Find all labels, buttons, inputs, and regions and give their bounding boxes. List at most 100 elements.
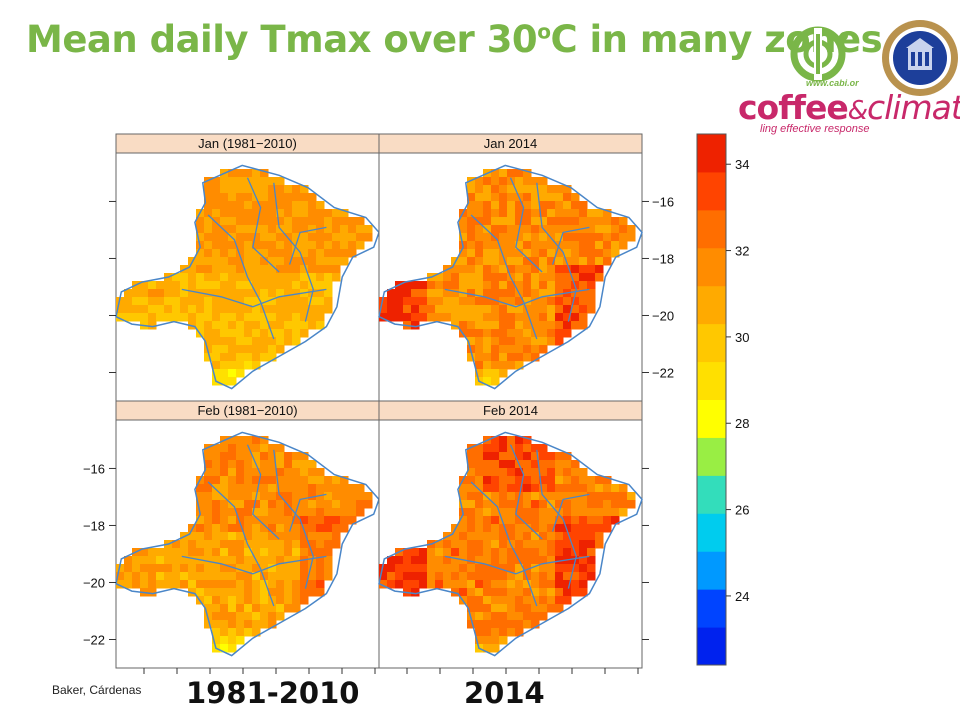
heat-cell [491, 588, 500, 597]
heat-cell [483, 225, 492, 234]
heat-cell [268, 185, 277, 194]
heat-cell [467, 257, 476, 266]
heat-cell [547, 588, 556, 597]
heat-cell [244, 297, 253, 306]
heat-cell [571, 241, 580, 250]
basin-line [246, 444, 280, 540]
heat-cell [507, 321, 516, 330]
y-tick-label: −18 [652, 251, 674, 266]
heat-cell [228, 548, 237, 557]
heat-cell [571, 460, 580, 469]
heat-cell [475, 241, 484, 250]
heat-cell [228, 241, 237, 250]
heat-cell [411, 548, 420, 557]
heat-cell [531, 556, 540, 565]
heat-cell [435, 297, 444, 306]
heat-cell [483, 636, 492, 645]
heat-cells [116, 436, 373, 653]
heat-cell [188, 540, 197, 549]
heat-cell [244, 233, 253, 242]
heat-cell [284, 241, 293, 250]
heat-cell [579, 305, 588, 314]
heat-cell [579, 508, 588, 517]
heat-cell [491, 185, 500, 194]
heat-cell [563, 516, 572, 525]
heat-cell [276, 540, 285, 549]
heat-cell [292, 540, 301, 549]
heat-cell [284, 305, 293, 314]
heat-cell [196, 572, 205, 581]
heat-cell [156, 548, 165, 557]
heat-cell [451, 580, 460, 589]
heat-cell [276, 337, 285, 346]
heat-cell [252, 201, 261, 210]
heat-cell [124, 572, 133, 581]
heat-cell [587, 281, 596, 290]
heat-cell [507, 281, 516, 290]
heat-cell [356, 225, 365, 234]
heat-cell [316, 540, 325, 549]
heat-cell [571, 217, 580, 226]
colorbar-swatch [697, 209, 726, 249]
heat-cell [220, 337, 229, 346]
heat-cell [212, 305, 221, 314]
heat-cell [244, 193, 253, 202]
heat-cell [459, 492, 468, 501]
heat-cell [491, 532, 500, 541]
heat-cell [491, 289, 500, 298]
heat-cell [595, 476, 604, 485]
heat-cell [228, 460, 237, 469]
heat-cell [539, 305, 548, 314]
heat-cell [507, 289, 516, 298]
heat-cell [475, 628, 484, 637]
heat-cell [515, 444, 524, 453]
heat-cell [204, 604, 213, 613]
heat-cell [435, 273, 444, 282]
basin-line [536, 182, 577, 322]
heat-cell [483, 556, 492, 565]
heat-cell [595, 225, 604, 234]
heat-cell [124, 313, 133, 322]
heat-cell [284, 492, 293, 501]
heat-cell [188, 273, 197, 282]
heat-cell [507, 436, 516, 445]
heat-cell [292, 476, 301, 485]
heat-cell [571, 257, 580, 266]
heat-cell [563, 540, 572, 549]
heat-cell [619, 492, 628, 501]
heat-cell [395, 564, 404, 573]
heat-cell [435, 564, 444, 573]
heat-cell [507, 476, 516, 485]
heat-cell [507, 313, 516, 322]
heat-cell [627, 492, 636, 501]
heat-cell [507, 249, 516, 258]
heat-cell [228, 508, 237, 517]
heat-cell [300, 596, 309, 605]
heat-cell [188, 281, 197, 290]
heat-cell [411, 321, 420, 330]
heat-cell [491, 177, 500, 186]
heat-cell [555, 257, 564, 266]
heat-cell [403, 305, 412, 314]
heat-cell [252, 444, 261, 453]
heat-cell [316, 556, 325, 565]
heat-cell [236, 297, 245, 306]
heat-cell [499, 628, 508, 637]
heat-cell [316, 265, 325, 274]
heat-cell [284, 468, 293, 477]
heat-cell [260, 524, 269, 533]
heat-cell [555, 209, 564, 218]
heat-cell [507, 353, 516, 362]
heat-cell [587, 572, 596, 581]
heat-cell [507, 556, 516, 565]
heat-cell [459, 217, 468, 226]
heat-cell [531, 201, 540, 210]
heat-cell [332, 265, 341, 274]
heat-cell [547, 265, 556, 274]
heat-cell [340, 225, 349, 234]
heat-cell [547, 297, 556, 306]
heat-cell [483, 444, 492, 453]
heat-cell [483, 337, 492, 346]
heat-cell [308, 209, 317, 218]
